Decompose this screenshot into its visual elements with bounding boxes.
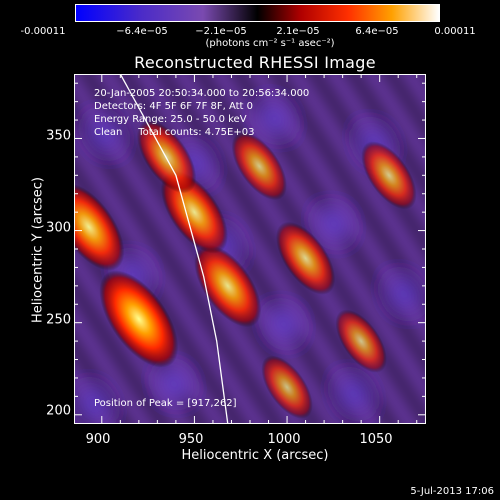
hot-spot (231, 132, 287, 201)
colorbar-tick: 2.1e−05 (276, 26, 320, 37)
hot-spot (361, 141, 417, 210)
x-axis-label: Heliocentric X (arcsec) (181, 448, 329, 463)
x-tick-label: 1000 (267, 432, 301, 447)
y-tick-label: 300 (46, 220, 71, 236)
annotation-energy: Energy Range: 25.0 - 50.0 keV (94, 114, 247, 125)
y-tick-label: 250 (46, 312, 71, 328)
hot-spot (74, 183, 125, 271)
y-tick-label: 200 (46, 403, 71, 419)
colorbar (75, 4, 440, 22)
hot-spot (99, 270, 179, 368)
x-tick-label: 950 (178, 432, 204, 447)
peak-position-label: Position of Peak = [917,262] (94, 398, 237, 409)
hot-spot (275, 221, 336, 295)
annotation-time: 20-Jan-2005 20:50:34.000 to 20:56:34.000 (94, 88, 310, 99)
y-axis-label: Heliocentric Y (arcsec) (30, 177, 46, 323)
solar-limb-line (119, 74, 229, 424)
hot-spot (137, 120, 197, 194)
hot-spot (335, 309, 387, 373)
colorbar-units: (photons cm⁻² s⁻¹ asec⁻²) (205, 38, 335, 49)
colorbar-tick: -0.00011 (20, 26, 66, 37)
y-tick-label: 350 (46, 128, 71, 144)
colorbar-tick: 0.00011 (434, 26, 476, 37)
hot-spot (261, 355, 313, 419)
colorbar-tick: −2.1e−05 (195, 26, 247, 37)
x-tick-label: 900 (85, 432, 111, 447)
timestamp-footer: 5-Jul-2013 17:06 (410, 486, 494, 497)
annotation-clean: Clean Total counts: 4.75E+03 (94, 127, 255, 138)
annotation-detectors: Detectors: 4F 5F 6F 7F 8F, Att 0 (94, 101, 254, 112)
heatmap-plot (74, 74, 426, 424)
hot-spot (194, 244, 262, 328)
colorbar-tick: −6.4e−05 (116, 26, 168, 37)
x-tick-label: 1050 (359, 432, 393, 447)
colorbar-tick: 6.4e−05 (355, 26, 399, 37)
chart-title: Reconstructed RHESSI Image (134, 53, 376, 72)
